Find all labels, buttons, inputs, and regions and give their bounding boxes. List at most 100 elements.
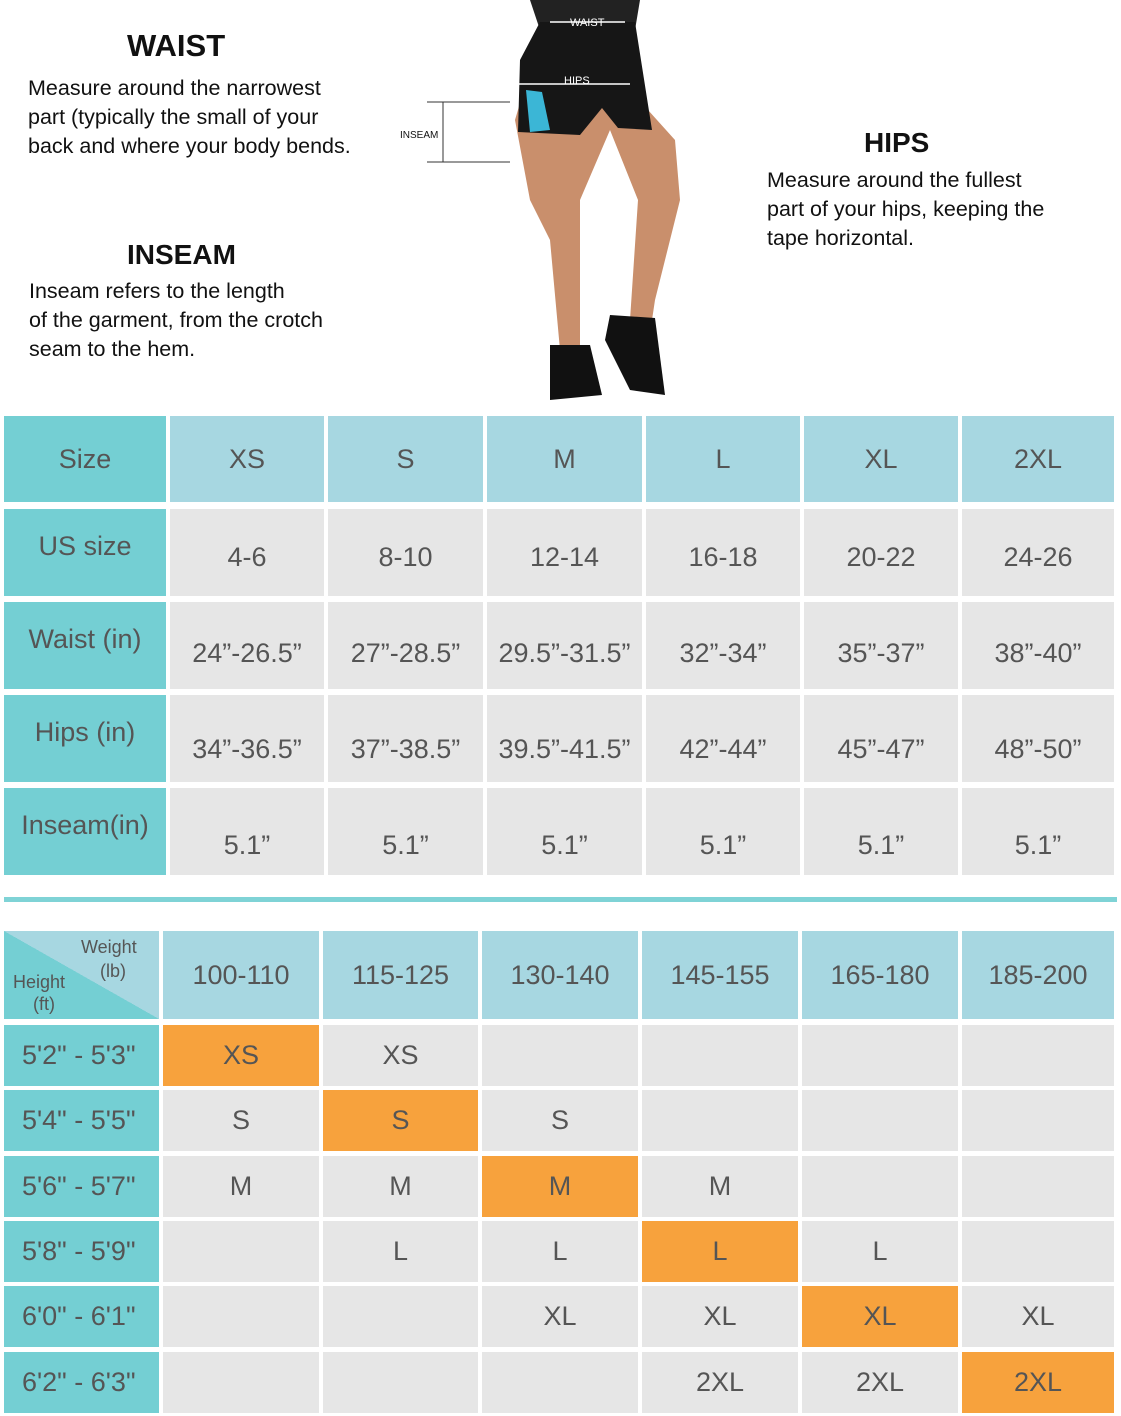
table-cell: 5.1” (328, 788, 483, 875)
shoe (605, 315, 665, 395)
table-cell (802, 1156, 958, 1217)
row-label: Inseam(in) (4, 788, 166, 875)
text-line: Measure around the fullest (767, 168, 1022, 192)
text-line: Measure around the narrowest (28, 76, 321, 100)
table-cell: 38”-40” (962, 602, 1114, 689)
table-cell: 2XL (802, 1352, 958, 1413)
table-cell: 2XL (642, 1352, 798, 1413)
table-cell: S (163, 1090, 319, 1151)
header-cell: 130-140 (482, 931, 638, 1019)
table-cell: 48”-50” (962, 695, 1114, 782)
header-cell: 115-125 (323, 931, 478, 1019)
header-cell: 185-200 (962, 931, 1114, 1019)
hips-text: Measure around the fullest part of your … (767, 166, 1044, 253)
text-line: of the garment, from the crotch (29, 308, 323, 332)
table-cell: XL (962, 1286, 1114, 1347)
table-cell: L (642, 1221, 798, 1282)
table-cell: 45”-47” (804, 695, 958, 782)
table-cell: XL (482, 1286, 638, 1347)
table-cell: S (482, 1090, 638, 1151)
table-cell: 5.1” (487, 788, 642, 875)
table-cell (962, 1156, 1114, 1217)
row-label: 5'2" - 5'3" (4, 1025, 159, 1086)
table-cell: 2XL (962, 1352, 1114, 1413)
table-cell (642, 1025, 798, 1086)
table-cell: 8-10 (328, 509, 483, 596)
row-label: US size (4, 509, 166, 596)
table-cell (802, 1090, 958, 1151)
corner-label: (ft) (33, 994, 55, 1014)
table-cell: 5.1” (646, 788, 800, 875)
table-cell: 20-22 (804, 509, 958, 596)
table-cell (163, 1221, 319, 1282)
table-cell: L (802, 1221, 958, 1282)
table-cell: 32”-34” (646, 602, 800, 689)
row-label: 6'2" - 6'3" (4, 1352, 159, 1413)
table-cell: S (323, 1090, 478, 1151)
waist-text: Measure around the narrowest part (typic… (28, 74, 351, 161)
corner-cell: Weight (lb) Height (ft) (4, 931, 159, 1019)
table-cell: M (323, 1156, 478, 1217)
shoe (550, 345, 602, 400)
figure: WAIST HIPS INSEAM (400, 0, 680, 400)
text-line: part of your hips, keeping the (767, 197, 1045, 221)
table-cell: 24-26 (962, 509, 1114, 596)
header-cell: 165-180 (802, 931, 958, 1019)
text-line: tape horizontal. (767, 226, 915, 250)
row-label: Waist (in) (4, 602, 166, 689)
divider (4, 897, 1117, 902)
table-cell (323, 1352, 478, 1413)
header-cell: L (646, 416, 800, 502)
table-cell (962, 1025, 1114, 1086)
table-cell (163, 1352, 319, 1413)
header-cell: 145-155 (642, 931, 798, 1019)
header-cell: S (328, 416, 483, 502)
table-cell: XL (802, 1286, 958, 1347)
waist-title: WAIST (127, 28, 226, 63)
row-label: Hips (in) (4, 695, 166, 782)
figure-label: WAIST (570, 17, 605, 29)
table-cell (323, 1286, 478, 1347)
header-cell: 2XL (962, 416, 1114, 502)
table-cell (802, 1025, 958, 1086)
table-cell (962, 1090, 1114, 1151)
shorts-panel (526, 90, 550, 132)
hips-title: HIPS (864, 127, 930, 158)
table-cell: M (482, 1156, 638, 1217)
row-label: 5'8" - 5'9" (4, 1221, 159, 1282)
text-line: seam to the hem. (29, 337, 196, 361)
inseam-text: Inseam refers to the length of the garme… (29, 277, 323, 364)
table-cell: XS (323, 1025, 478, 1086)
corner-label: (lb) (100, 961, 126, 981)
header-cell: Size (4, 416, 166, 502)
table-cell (163, 1286, 319, 1347)
table-cell: 34”-36.5” (170, 695, 324, 782)
text-line: back and where your body bends. (28, 134, 351, 158)
text-line: Inseam refers to the length (29, 279, 285, 303)
table-cell: XL (642, 1286, 798, 1347)
header-cell: XS (170, 416, 324, 502)
table-cell (962, 1221, 1114, 1282)
table-cell: 27”-28.5” (328, 602, 483, 689)
inseam-title: INSEAM (127, 239, 236, 270)
table-cell: 5.1” (962, 788, 1114, 875)
table-cell: 4-6 (170, 509, 324, 596)
table-cell (642, 1090, 798, 1151)
text-line: part (typically the small of your (28, 105, 319, 129)
figure-label: HIPS (564, 75, 590, 87)
header-cell: 100-110 (163, 931, 319, 1019)
table-cell: L (482, 1221, 638, 1282)
table-cell: XS (163, 1025, 319, 1086)
table-cell: 29.5”-31.5” (487, 602, 642, 689)
table-cell: 12-14 (487, 509, 642, 596)
header-cell: M (487, 416, 642, 502)
row-label: 5'6" - 5'7" (4, 1156, 159, 1217)
corner-label: Weight (81, 937, 137, 957)
table-cell: 37”-38.5” (328, 695, 483, 782)
table-cell: 39.5”-41.5” (487, 695, 642, 782)
table-cell: 16-18 (646, 509, 800, 596)
row-label: 6'0" - 6'1" (4, 1286, 159, 1347)
row-label: 5'4" - 5'5" (4, 1090, 159, 1151)
table-cell (482, 1025, 638, 1086)
